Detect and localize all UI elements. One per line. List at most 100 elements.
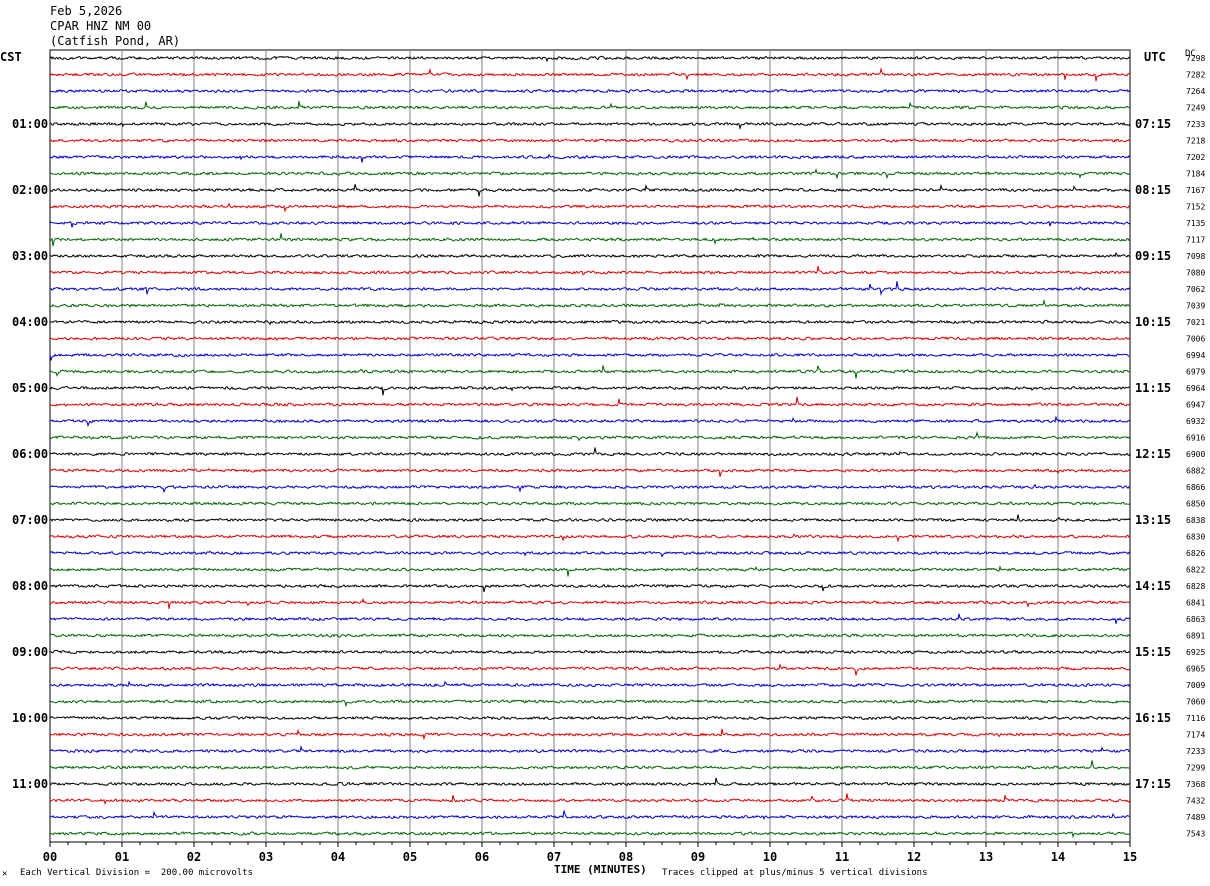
right-hour-label: 14:15 [1135,579,1171,593]
left-hour-label: 07:00 [12,513,48,527]
dc-offset-label: 7432 [1186,797,1205,806]
x-tick-label: 01 [115,850,129,864]
dc-offset-label: 7117 [1186,236,1205,245]
left-hour-label: 06:00 [12,447,48,461]
date-label: Feb 5,2026 [50,4,123,18]
seismic-trace [49,633,1131,638]
dc-offset-label: 6863 [1186,615,1205,624]
dc-offset-label: 7299 [1186,764,1205,773]
dc-offset-label: 6994 [1186,351,1205,360]
seismic-trace [49,663,1131,676]
dc-offset-label: 7218 [1186,137,1205,146]
seismic-trace [50,500,1131,506]
seismic-trace [49,550,1131,558]
left-hour-label: 10:00 [12,711,48,725]
seismic-trace [49,396,1131,407]
x-tick-label: 09 [691,850,705,864]
x-tick-label: 07 [547,850,561,864]
seismic-trace [49,447,1131,457]
right-hour-label: 09:15 [1135,249,1171,263]
dc-offset-label: 6841 [1186,599,1205,608]
seismic-trace [49,251,1131,259]
vertical-division-note: Each Vertical Division = 200.00 microvol… [20,868,253,878]
right-hour-label: 16:15 [1135,711,1171,725]
dc-offset-label: 7135 [1186,219,1205,228]
x-tick-label: 00 [43,850,57,864]
plot-frame [49,49,1131,843]
dc-label: DC [1185,49,1196,59]
seismic-trace [49,744,1131,754]
left-hour-label: 04:00 [12,315,48,329]
dc-offset-label: 6882 [1186,467,1205,476]
seismic-trace [49,583,1131,593]
seismic-trace [49,415,1131,428]
dc-offset-label: 6965 [1186,665,1205,674]
right-hour-label: 17:15 [1135,777,1171,791]
right-hour-label: 12:15 [1135,447,1171,461]
seismic-trace [49,564,1131,577]
dc-offset-label: 7167 [1186,186,1205,195]
seismic-trace [49,352,1131,361]
right-timezone-label: UTC [1144,50,1166,64]
dc-offset-label: 6822 [1186,566,1205,575]
dc-offset-label: 7009 [1186,681,1205,690]
right-hour-label: 07:15 [1135,117,1171,131]
seismic-trace [49,202,1131,213]
seismic-trace [49,88,1131,94]
left-hour-label: 09:00 [12,645,48,659]
dc-offset-label: 7282 [1186,71,1205,80]
dc-offset-label: 6916 [1186,434,1205,443]
seismic-trace [49,168,1131,180]
dc-offset-label: 7233 [1186,747,1205,756]
seismic-trace [49,514,1131,523]
footer-marker-icon: ✕ [2,869,8,879]
seismic-trace [49,265,1131,276]
dc-offset-label: 6838 [1186,516,1205,525]
seismic-trace [49,365,1131,379]
seismic-trace [49,281,1131,296]
seismic-trace [49,613,1131,624]
left-hour-label: 11:00 [12,777,48,791]
dc-offset-label: 7006 [1186,335,1205,344]
dc-offset-label: 6900 [1186,450,1205,459]
left-hour-label: 01:00 [12,117,48,131]
seismic-trace [49,100,1131,110]
dc-offset-label: 7489 [1186,813,1205,822]
dc-offset-label: 7264 [1186,87,1205,96]
dc-offset-label: 7062 [1186,285,1205,294]
dc-offset-label: 7233 [1186,120,1205,129]
x-tick-label: 10 [763,850,777,864]
left-hour-label: 03:00 [12,249,48,263]
right-hour-label: 13:15 [1135,513,1171,527]
seismic-trace [49,483,1131,494]
right-hour-label: 08:15 [1135,183,1171,197]
seismic-trace [49,680,1131,688]
x-tick-label: 14 [1051,850,1065,864]
dc-offset-label: 7298 [1186,54,1205,63]
seismic-trace [49,55,1131,63]
seismic-trace [49,777,1131,787]
x-tick-label: 08 [619,850,633,864]
right-hour-label: 11:15 [1135,381,1171,395]
seismic-trace [49,728,1131,741]
x-tick-label: 13 [979,850,993,864]
seismic-trace [49,760,1131,770]
seismic-trace [50,831,1131,839]
x-tick-label: 06 [475,850,489,864]
left-hour-label: 08:00 [12,579,48,593]
right-hour-label: 15:15 [1135,645,1171,659]
clip-note: Traces clipped at plus/minus 5 vertical … [662,868,928,878]
dc-offset-label: 7174 [1186,731,1205,740]
seismic-trace [49,183,1131,197]
seismic-trace [49,336,1131,341]
dc-offset-label: 7368 [1186,780,1205,789]
dc-offset-label: 7039 [1186,302,1205,311]
dc-offset-label: 7116 [1186,714,1205,723]
x-axis-label: TIME (MINUTES) [554,863,647,876]
seismic-trace [49,699,1131,708]
x-tick-label: 11 [835,850,849,864]
station-label: CPAR HNZ NM 00 [50,19,152,33]
left-timezone-label: CST [0,50,22,64]
seismic-trace [49,220,1131,228]
